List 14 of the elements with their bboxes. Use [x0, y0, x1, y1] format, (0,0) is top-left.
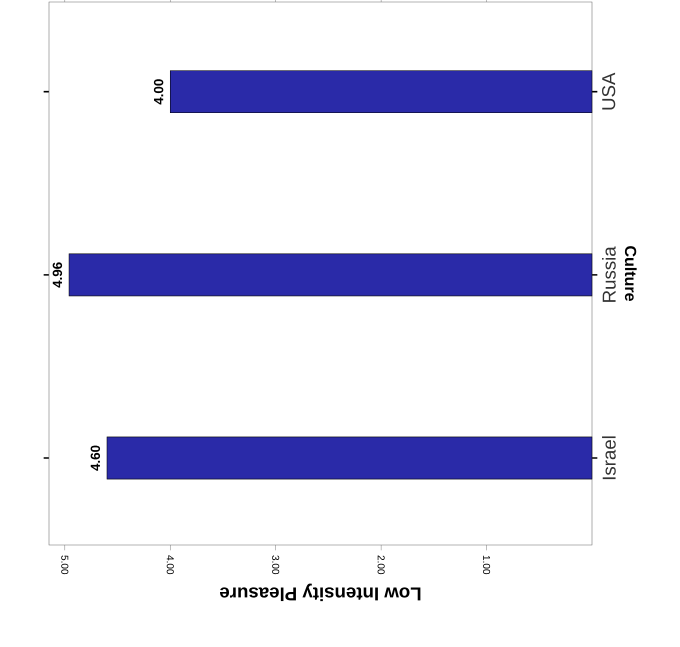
data-label: 4.96	[52, 262, 62, 288]
x-axis-title: Low Intensity Pleasure	[220, 584, 420, 602]
x-tick-label: 4.00	[166, 555, 174, 574]
x-tick-label: 1.00	[483, 556, 490, 574]
y-tick-label: Russia	[602, 246, 616, 302]
y-tick-label: Israel	[602, 436, 616, 480]
y-axis-title: Culture	[624, 246, 637, 301]
data-label: 4.00	[154, 79, 164, 104]
data-label: 4.60	[90, 446, 100, 471]
x-tick-label: 3.00	[272, 555, 280, 574]
x-tick-label: 5.00	[61, 555, 68, 574]
x-tick-label: 2.00	[378, 556, 385, 574]
bar	[68, 254, 592, 296]
y-tick-label: USA	[602, 72, 616, 110]
